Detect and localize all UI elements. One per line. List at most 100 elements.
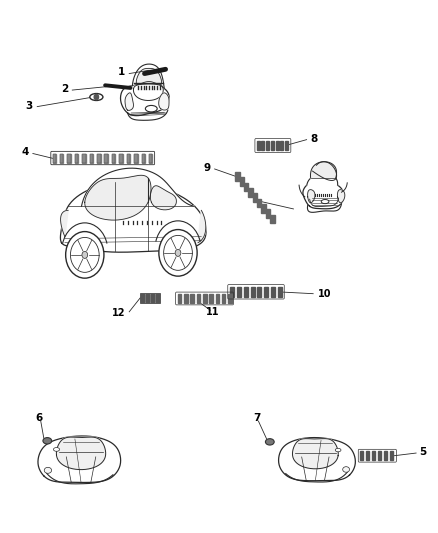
Bar	[67, 154, 71, 163]
Ellipse shape	[145, 106, 157, 112]
Circle shape	[71, 237, 99, 272]
Polygon shape	[132, 64, 164, 88]
Ellipse shape	[343, 467, 350, 472]
Polygon shape	[38, 436, 120, 482]
Bar	[258, 287, 261, 297]
Bar	[75, 154, 78, 163]
Bar	[244, 183, 248, 191]
Bar	[141, 294, 144, 302]
Bar	[90, 154, 93, 163]
Bar	[82, 154, 86, 163]
Ellipse shape	[44, 467, 52, 473]
Bar	[261, 141, 265, 150]
Text: 10: 10	[318, 289, 331, 298]
Bar	[90, 154, 93, 163]
Bar	[257, 199, 261, 207]
Circle shape	[82, 252, 88, 259]
Bar	[244, 287, 247, 297]
Circle shape	[94, 94, 99, 100]
Bar	[251, 287, 254, 297]
Bar	[151, 294, 154, 302]
Bar	[141, 154, 145, 163]
Text: 3: 3	[25, 101, 33, 111]
Bar	[97, 154, 101, 163]
Polygon shape	[307, 190, 315, 203]
Polygon shape	[60, 211, 68, 237]
Ellipse shape	[43, 438, 52, 444]
Bar	[60, 154, 64, 163]
Polygon shape	[311, 161, 336, 178]
Bar	[112, 154, 115, 163]
Bar	[253, 193, 257, 202]
Text: 6: 6	[36, 414, 43, 423]
Ellipse shape	[90, 94, 103, 100]
Bar	[280, 141, 283, 150]
Bar	[271, 287, 275, 297]
Circle shape	[66, 231, 104, 278]
Bar	[75, 154, 78, 163]
Bar	[140, 293, 160, 303]
Bar	[285, 141, 288, 150]
Bar	[261, 204, 266, 213]
Polygon shape	[338, 190, 345, 203]
Bar	[141, 154, 145, 163]
Bar	[215, 294, 219, 303]
Text: 8: 8	[310, 134, 318, 143]
Polygon shape	[150, 185, 177, 210]
Bar	[271, 141, 274, 150]
Bar	[178, 294, 181, 303]
Bar	[104, 154, 108, 163]
Bar	[390, 451, 393, 460]
Polygon shape	[120, 84, 169, 116]
Bar	[378, 451, 381, 460]
Bar	[119, 154, 123, 163]
Bar	[156, 294, 159, 302]
Bar	[248, 188, 253, 197]
Circle shape	[175, 249, 181, 256]
Polygon shape	[198, 211, 206, 243]
Ellipse shape	[265, 439, 274, 445]
Bar	[237, 287, 241, 297]
Bar	[184, 294, 187, 303]
Polygon shape	[303, 181, 344, 209]
Text: 12: 12	[112, 308, 126, 318]
Bar	[270, 215, 275, 223]
Bar	[222, 294, 226, 303]
Bar	[360, 451, 363, 460]
Bar	[134, 154, 138, 163]
Bar	[366, 451, 369, 460]
Text: 7: 7	[253, 414, 260, 423]
Bar	[127, 154, 130, 163]
Text: 4: 4	[21, 148, 28, 157]
Polygon shape	[60, 181, 206, 252]
Text: 9: 9	[204, 163, 211, 173]
Bar	[134, 154, 138, 163]
Polygon shape	[293, 439, 338, 469]
Bar	[372, 451, 375, 460]
Ellipse shape	[321, 199, 329, 204]
Polygon shape	[85, 175, 151, 220]
Bar	[97, 154, 101, 163]
Bar	[276, 141, 279, 150]
Bar	[203, 294, 207, 303]
Bar	[257, 141, 260, 150]
Polygon shape	[57, 437, 106, 470]
Polygon shape	[136, 68, 162, 84]
Bar	[197, 294, 200, 303]
Bar	[384, 451, 387, 460]
Bar	[149, 154, 152, 163]
Bar	[67, 154, 71, 163]
Bar	[149, 154, 152, 163]
Bar	[235, 172, 240, 181]
Ellipse shape	[53, 448, 60, 451]
Circle shape	[159, 230, 197, 276]
Polygon shape	[307, 174, 338, 185]
Text: 11: 11	[206, 307, 219, 317]
Polygon shape	[159, 93, 169, 110]
Text: 1: 1	[118, 68, 125, 77]
Polygon shape	[313, 161, 337, 181]
Polygon shape	[134, 84, 163, 101]
Bar	[228, 294, 232, 303]
Bar	[230, 287, 234, 297]
Bar	[82, 154, 86, 163]
